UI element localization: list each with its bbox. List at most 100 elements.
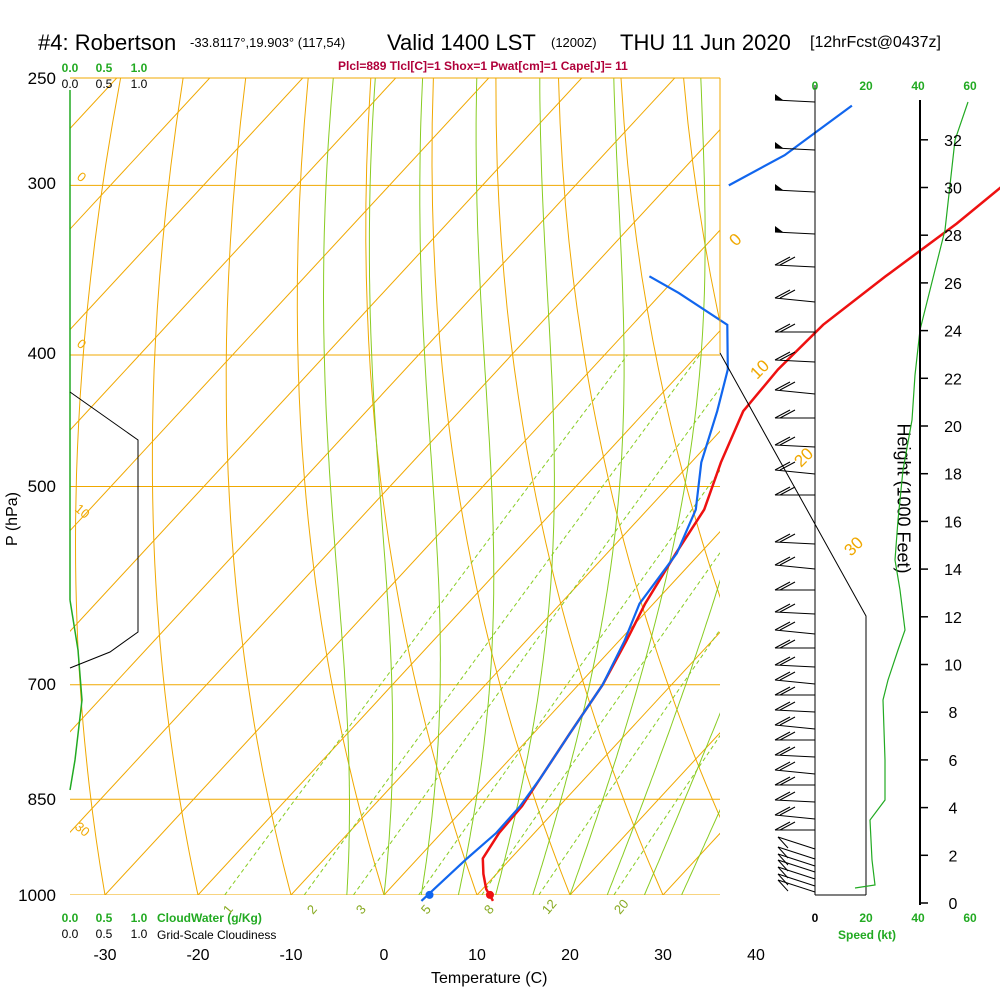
wind-barb-feather <box>774 621 791 631</box>
wind-barb-feather <box>774 821 791 831</box>
wind-barb-shaft <box>774 469 816 475</box>
wind-barb-shaft <box>777 873 816 887</box>
wind-barb-feather <box>779 486 796 496</box>
temperature-tick-label: 40 <box>747 947 765 964</box>
moist-adiabat-line <box>569 78 706 895</box>
temperature-tick-label: -30 <box>93 947 116 964</box>
surface-dewpoint-dot <box>425 890 434 899</box>
wind-barb-feather <box>774 381 791 391</box>
wind-barb-feather <box>774 776 791 786</box>
height-tick-label: 6 <box>949 753 958 770</box>
wind-barb <box>774 761 816 775</box>
wind-barb-pennant <box>775 184 783 190</box>
wind-barb-feather <box>777 879 789 892</box>
wind-barb <box>774 142 816 151</box>
speed-axis-title: Speed (kt) <box>838 928 897 942</box>
wind-barb-shaft <box>774 231 816 235</box>
wind-barb-feather <box>774 603 791 613</box>
wind-barb-shaft <box>774 541 816 545</box>
wind-barb <box>774 256 816 268</box>
wind-barb-feather <box>774 716 791 726</box>
wind-barb-feather <box>774 256 791 266</box>
mixing-ratio-line <box>303 354 701 895</box>
cloudwater-bottom-tick: 0.0 <box>62 911 79 925</box>
wind-barb-shaft <box>774 564 816 570</box>
moist-adiabat-line <box>323 78 350 895</box>
wind-barb-feather <box>779 821 796 831</box>
dry-adiabat-line <box>934 78 1000 924</box>
isotherm-label: 30 <box>840 533 867 560</box>
wind-barb-feather <box>774 671 791 681</box>
wind-barb-shaft <box>774 814 816 820</box>
wind-barb-shaft <box>774 769 816 775</box>
isotherm-line <box>70 78 211 230</box>
cloudiness-top-tick: 1.0 <box>131 77 148 91</box>
wind-barb-feather <box>774 791 791 801</box>
cloudiness-bottom-tick: 0.0 <box>62 927 79 941</box>
wind-barb-feather <box>779 776 796 786</box>
dry-adiabat-line <box>746 78 1000 924</box>
cloudiness-legend: Grid-Scale Cloudiness <box>157 928 277 942</box>
wind-barb-shaft <box>777 879 816 893</box>
mixing-ratio-label: 12 <box>539 896 560 917</box>
wind-barb <box>774 436 816 448</box>
wind-barb <box>777 873 816 887</box>
cloudiness-bottom-tick: 1.0 <box>131 927 148 941</box>
wind-barb-feather <box>779 556 796 566</box>
wind-barb <box>777 853 816 867</box>
wind-barb-feather <box>779 289 796 299</box>
wind-barb <box>774 381 816 395</box>
temperature-tick-label: 10 <box>468 947 486 964</box>
wind-barb <box>774 533 816 545</box>
wind-barb-feather <box>779 256 796 266</box>
dry-adiabat-label: 0 <box>74 336 89 352</box>
speed-bottom-tick: 0 <box>812 911 819 925</box>
moist-adiabat-line <box>681 808 720 895</box>
height-tick-label: 14 <box>944 562 962 579</box>
wind-barb-feather <box>774 731 791 741</box>
wind-barb-feather <box>779 436 796 446</box>
wind-barb-shaft <box>777 866 816 880</box>
wind-barb-shaft <box>774 147 816 151</box>
cloudwater-bottom-tick: 0.5 <box>96 911 113 925</box>
wind-barb <box>774 821 815 831</box>
pressure-tick-label: 1000 <box>18 886 56 905</box>
mixing-ratio-line <box>538 628 720 895</box>
mixing-ratio-label: 2 <box>304 902 320 917</box>
cloudwater-top-tick: 0.0 <box>62 61 79 75</box>
height-tick-label: 32 <box>944 133 962 150</box>
dry-adiabat-line <box>151 78 199 895</box>
wind-barb-shaft <box>774 754 816 758</box>
cloudwater-legend: CloudWater (g/Kg) <box>157 911 262 925</box>
isotherm-line <box>70 78 397 431</box>
height-tick-label: 20 <box>944 419 962 436</box>
cloudwater-top-tick: 0.5 <box>96 61 113 75</box>
wind-barb <box>774 656 816 668</box>
height-tick-label: 16 <box>944 514 962 531</box>
speed-envelope-line <box>719 352 867 895</box>
height-tick-label: 0 <box>949 896 958 913</box>
temperature-tick-label: 30 <box>654 947 672 964</box>
cloudwater-bottom-tick: 1.0 <box>131 911 148 925</box>
moist-adiabat-line <box>368 78 394 895</box>
isotherm-line <box>70 128 720 834</box>
temperature-tick-label: -10 <box>279 947 302 964</box>
wind-barb-feather <box>774 581 791 591</box>
wind-barb-feather <box>774 323 791 333</box>
dewpoint-line <box>420 275 729 902</box>
wind-barb-feather <box>774 761 791 771</box>
wind-barb <box>774 776 815 786</box>
wind-barb-shaft <box>774 679 816 685</box>
x-axis-title: Temperature (C) <box>431 970 548 987</box>
wind-barb-feather <box>779 409 796 419</box>
speed-top-tick: 0 <box>812 79 819 93</box>
pressure-tick-label: 850 <box>28 790 56 809</box>
wind-barb <box>774 94 816 103</box>
height-tick-label: 22 <box>944 371 962 388</box>
wind-barb-feather <box>779 701 796 711</box>
mixing-ratio-line <box>418 469 720 895</box>
height-tick-label: 4 <box>949 801 958 818</box>
mixing-ratio-label: 8 <box>481 902 497 917</box>
mixing-ratio-label: 3 <box>353 902 369 917</box>
